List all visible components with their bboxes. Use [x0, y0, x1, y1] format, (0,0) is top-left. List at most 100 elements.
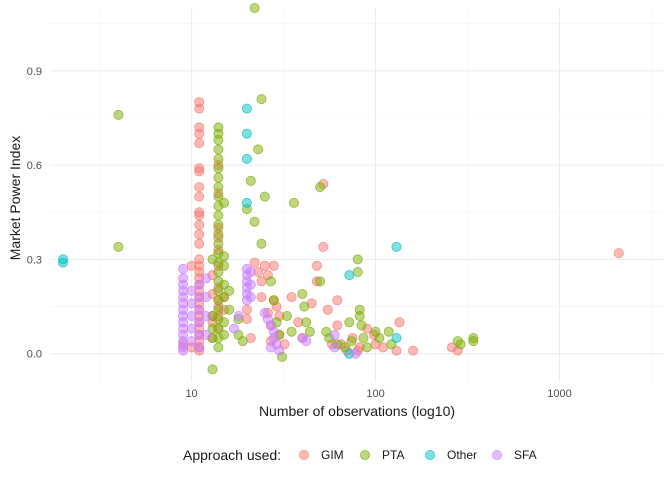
data-point — [344, 270, 355, 281]
data-point — [194, 191, 205, 202]
data-point — [186, 260, 197, 271]
data-point — [468, 336, 479, 347]
data-point — [213, 229, 224, 240]
data-point — [245, 266, 256, 277]
data-point — [213, 163, 224, 174]
data-point — [256, 292, 267, 303]
data-point — [194, 238, 205, 249]
data-point — [194, 182, 205, 193]
data-point — [213, 342, 224, 353]
data-point — [237, 336, 248, 347]
y-axis-ticks: 0.0 0.3 0.6 0.9 — [27, 66, 42, 361]
data-point — [186, 336, 197, 347]
data-point — [186, 323, 197, 334]
data-point — [241, 128, 252, 139]
data-point — [218, 329, 229, 340]
data-point — [249, 3, 260, 13]
data-point — [194, 166, 205, 177]
data-point — [194, 304, 205, 315]
data-point — [213, 219, 224, 230]
data-point — [213, 238, 224, 249]
data-point — [241, 103, 252, 114]
legend-label: Other — [447, 448, 477, 462]
data-point — [332, 320, 343, 331]
data-point — [201, 292, 212, 303]
data-point — [245, 279, 256, 290]
data-point — [207, 254, 218, 265]
data-point — [350, 348, 361, 359]
data-point — [311, 260, 322, 271]
data-point — [213, 210, 224, 221]
data-point — [113, 109, 124, 120]
series-sfa — [178, 263, 361, 359]
data-point — [265, 276, 276, 287]
data-point — [344, 317, 355, 328]
data-point — [274, 345, 285, 356]
data-point — [356, 320, 367, 331]
y-axis-title: Market Power Index — [7, 136, 23, 261]
data-point — [245, 292, 256, 303]
data-point — [315, 182, 326, 193]
legend-label: SFA — [514, 448, 537, 462]
data-point — [213, 134, 224, 145]
data-point — [352, 254, 363, 265]
data-point — [194, 342, 205, 353]
data-point — [301, 317, 312, 328]
data-point — [286, 326, 297, 337]
data-point — [391, 241, 402, 252]
data-point — [186, 285, 197, 296]
data-point — [297, 288, 308, 299]
data-point — [304, 326, 315, 337]
data-point — [241, 304, 252, 315]
data-point — [201, 329, 212, 340]
data-point — [322, 304, 333, 315]
data-point — [194, 229, 205, 240]
legend: Approach used: GIM PTA Other SFA — [183, 447, 537, 463]
data-point — [249, 216, 260, 227]
data-point — [268, 295, 279, 306]
x-tick-label: 1000 — [547, 388, 571, 400]
data-point — [391, 332, 402, 343]
data-point — [332, 295, 343, 306]
data-point — [613, 248, 624, 259]
data-point — [218, 317, 229, 328]
data-point — [233, 310, 244, 321]
x-axis-ticks: 10 100 1000 — [185, 388, 571, 400]
data-point — [194, 138, 205, 149]
y-tick-label: 0.0 — [27, 349, 42, 361]
data-point — [358, 332, 369, 343]
data-point — [299, 301, 310, 312]
data-point — [201, 273, 212, 284]
legend-key — [491, 449, 502, 460]
data-point — [213, 144, 224, 155]
data-point — [194, 279, 205, 290]
data-point — [256, 238, 267, 249]
data-point — [241, 153, 252, 164]
data-point — [224, 285, 235, 296]
data-point — [113, 241, 124, 252]
data-point — [281, 310, 292, 321]
data-point — [362, 342, 373, 353]
legend-key — [359, 449, 370, 460]
legend-label: GIM — [321, 448, 344, 462]
data-point — [186, 310, 197, 321]
legend-key — [424, 449, 435, 460]
data-point — [378, 342, 389, 353]
data-point — [186, 298, 197, 309]
data-point — [194, 219, 205, 230]
data-point — [245, 175, 256, 186]
y-tick-label: 0.9 — [27, 66, 42, 78]
legend-title: Approach used: — [183, 447, 281, 463]
data-point — [253, 144, 264, 155]
data-point — [241, 197, 252, 208]
data-point — [213, 153, 224, 164]
y-tick-label: 0.3 — [27, 254, 42, 266]
data-point — [213, 182, 224, 193]
data-point — [201, 310, 212, 321]
data-point — [329, 342, 340, 353]
data-point — [354, 310, 365, 321]
data-point — [194, 317, 205, 328]
data-point — [259, 260, 270, 271]
